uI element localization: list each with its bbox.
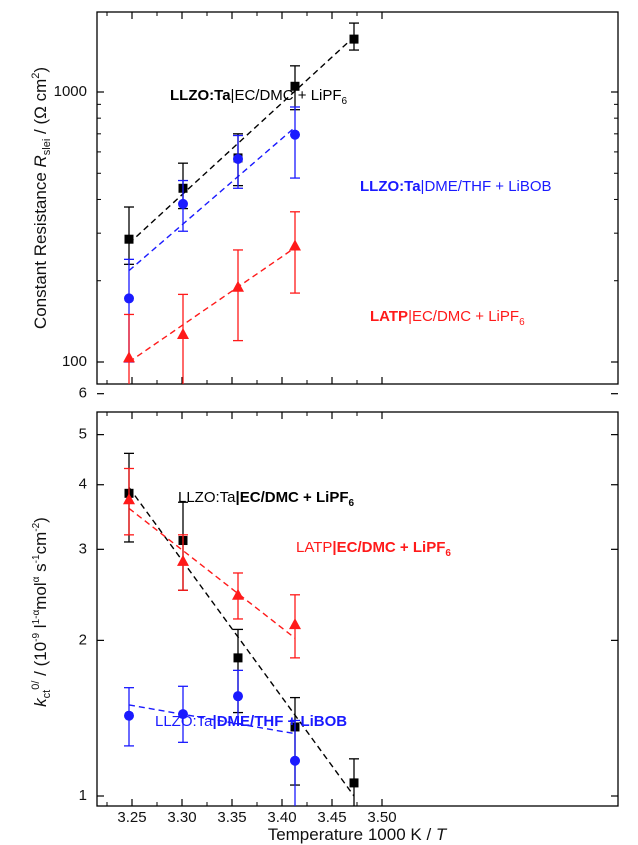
bottom-data-points [123, 452, 359, 806]
top-axis-ticks [97, 12, 618, 384]
top-ytick-label-1000: 1000 [54, 83, 87, 100]
bottom-point-triangle [177, 554, 189, 566]
bottom-fit-line-triangle [128, 507, 296, 639]
bottom-xtick-label: 3.50 [367, 809, 396, 826]
top-point-triangle [289, 239, 301, 251]
top-fit-lines [128, 36, 355, 363]
bottom-xtick-labels: 3.25 3.30 3.35 3.40 3.45 3.50 [117, 809, 396, 826]
bottom-point-circle [178, 709, 188, 720]
bottom-point-triangle [289, 618, 301, 630]
top-data-points [123, 22, 359, 384]
bottom-xtick-label: 3.30 [167, 809, 196, 826]
bottom-point-square [349, 778, 359, 788]
bottom-annotation-latp-ecdmc: LATP|EC/DMC + LiPF6 [296, 539, 451, 559]
bottom-panel: 1 2 3 4 5 6 3.25 3.30 3.35 3.40 3.45 3.50 kct0/ / … [30, 385, 619, 844]
bottom-ytick-label: 6 [79, 385, 87, 402]
top-point-square [124, 234, 134, 244]
bottom-xtick-label: 3.40 [267, 809, 296, 826]
bottom-point-square [233, 653, 243, 663]
bottom-x-axis-title: Temperature 1000 K / T [268, 825, 448, 844]
top-panel: 100 1000 Constant Resistance Rslei / (Ω … [30, 11, 619, 385]
bottom-ytick-label: 3 [79, 540, 87, 557]
top-y-axis-title: Constant Resistance Rslei / (Ω cm2) [30, 67, 53, 329]
bottom-ytick-label: 2 [79, 631, 87, 648]
bottom-xtick-label: 3.35 [217, 809, 246, 826]
bottom-ytick-label: 4 [79, 476, 87, 493]
bottom-plot-frame [96, 411, 619, 807]
top-fit-line-circle [128, 126, 296, 272]
top-point-triangle [232, 280, 244, 292]
bottom-point-triangle [232, 588, 244, 600]
top-annotation-latp-ecdmc: LATP|EC/DMC + LiPF6 [370, 308, 525, 328]
bottom-xtick-label: 3.25 [117, 809, 146, 826]
bottom-fit-line-square [128, 487, 355, 797]
top-fit-line-triangle [128, 247, 296, 363]
top-point-circle [290, 129, 300, 140]
top-point-triangle [177, 327, 189, 339]
bottom-fit-lines [128, 487, 355, 797]
bottom-ytick-labels: 1 2 3 4 5 6 [79, 385, 87, 804]
bottom-point-circle [290, 755, 300, 766]
top-annotation-llzo-ecdmc: LLZO:Ta|EC/DMC + LiPF6 [170, 87, 348, 107]
bottom-annotation-llzo-dmethf: LLZO:Ta|DME/THF + LiBOB [155, 713, 347, 730]
bottom-ytick-label: 1 [79, 787, 87, 804]
bottom-axis-ticks [97, 393, 618, 806]
bottom-y-axis-title: kct0/ / (10-9 l1-αmolα s-1cm-2) [30, 517, 53, 707]
top-point-square [290, 81, 300, 91]
bottom-point-circle [233, 691, 243, 702]
bottom-annotation-llzo-ecdmc: LLZO:Ta|EC/DMC + LiPF6 [178, 489, 355, 509]
top-point-circle [233, 153, 243, 164]
top-plot-frame [96, 11, 619, 385]
bottom-point-triangle [123, 493, 135, 505]
bottom-fit-line-circle [128, 704, 296, 735]
top-annotation-llzo-dmethf: LLZO:Ta|DME/THF + LiBOB [360, 178, 552, 195]
top-point-circle [178, 198, 188, 209]
top-ytick-label-100: 100 [62, 353, 87, 370]
top-point-square [349, 34, 359, 44]
bottom-ytick-label: 5 [79, 426, 87, 443]
bottom-point-circle [124, 710, 134, 721]
top-point-triangle [123, 351, 135, 363]
bottom-xtick-label: 3.45 [317, 809, 346, 826]
top-point-circle [124, 293, 134, 304]
top-fit-line-square [128, 36, 355, 244]
